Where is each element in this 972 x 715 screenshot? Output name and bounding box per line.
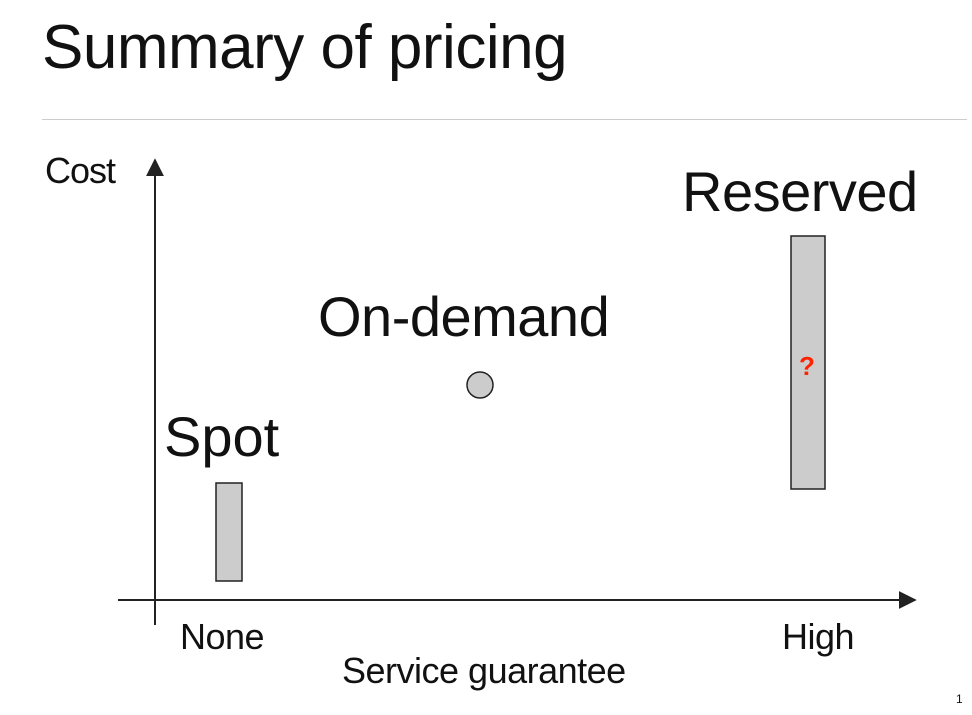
on-demand-point [466,371,494,399]
x-tick-low: None [180,616,264,657]
on-demand-label: On-demand [318,285,609,348]
x-tick-high: High [782,616,854,657]
reserved-bar [790,235,826,490]
x-axis-label: Service guarantee [342,650,626,691]
page-number: 1 [956,692,963,706]
spot-bar [215,482,243,582]
spot-label: Spot [164,405,280,468]
reserved-label: Reserved [682,160,918,223]
slide-title: Summary of pricing [42,13,568,82]
title-divider [42,119,967,120]
y-axis-label: Cost [45,150,116,191]
reserved-question-mark: ? [799,351,815,381]
